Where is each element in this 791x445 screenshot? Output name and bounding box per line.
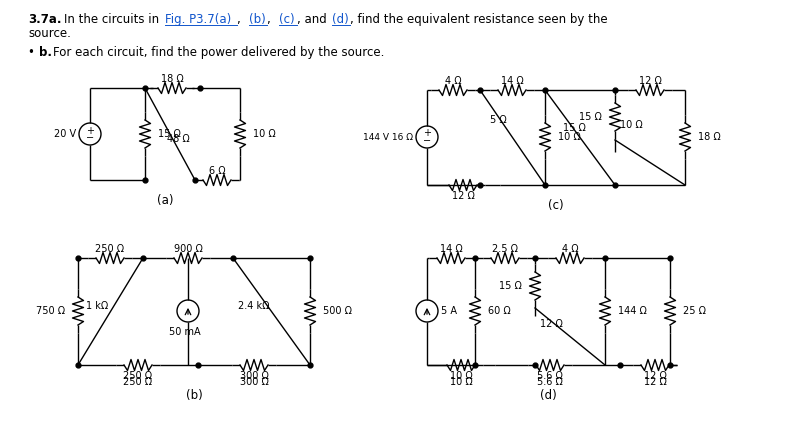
Text: 12 Ω: 12 Ω	[638, 76, 661, 86]
Text: 500 Ω: 500 Ω	[323, 306, 352, 316]
Text: (d): (d)	[539, 389, 556, 402]
Text: 250 Ω: 250 Ω	[123, 377, 153, 387]
Text: 5 A: 5 A	[441, 306, 457, 316]
Text: 15 Ω: 15 Ω	[158, 129, 181, 139]
Text: 5 Ω: 5 Ω	[490, 115, 507, 125]
Text: (a): (a)	[157, 194, 173, 207]
Text: (c): (c)	[279, 13, 294, 26]
Text: , and: , and	[297, 13, 331, 26]
Text: 15 Ω: 15 Ω	[563, 123, 586, 133]
Text: 300 Ω: 300 Ω	[240, 377, 268, 387]
Text: −: −	[86, 133, 94, 143]
Text: 14 Ω: 14 Ω	[440, 244, 463, 254]
Text: −: −	[423, 136, 431, 146]
Text: 15 Ω: 15 Ω	[499, 281, 522, 291]
Text: 144 Ω: 144 Ω	[618, 306, 647, 316]
Text: 12 Ω: 12 Ω	[540, 319, 563, 329]
Text: +: +	[423, 129, 431, 138]
Text: For each circuit, find the power delivered by the source.: For each circuit, find the power deliver…	[53, 46, 384, 59]
Text: 10 Ω: 10 Ω	[558, 132, 581, 142]
Text: 5.6 Ω: 5.6 Ω	[537, 371, 563, 381]
Text: source.: source.	[28, 27, 71, 40]
Text: (d): (d)	[332, 13, 349, 26]
Text: (c): (c)	[548, 199, 564, 212]
Text: •: •	[28, 46, 39, 59]
Text: (b): (b)	[249, 13, 266, 26]
Text: 2.4 kΩ: 2.4 kΩ	[238, 301, 270, 311]
Text: 50 mA: 50 mA	[169, 327, 201, 337]
Text: 5.6 Ω: 5.6 Ω	[537, 377, 563, 387]
Text: ,: ,	[267, 13, 274, 26]
Text: 10 Ω: 10 Ω	[449, 371, 472, 381]
Text: 4 Ω: 4 Ω	[445, 76, 461, 86]
Text: +: +	[86, 125, 94, 135]
Text: 48 Ω: 48 Ω	[167, 134, 190, 144]
Text: 12 Ω: 12 Ω	[644, 377, 667, 387]
Text: 18 Ω: 18 Ω	[698, 132, 721, 142]
Text: 14 Ω: 14 Ω	[501, 76, 524, 86]
Text: 12 Ω: 12 Ω	[452, 191, 475, 201]
Text: 25 Ω: 25 Ω	[683, 306, 706, 316]
Text: 900 Ω: 900 Ω	[173, 244, 202, 254]
Text: , find the equivalent resistance seen by the: , find the equivalent resistance seen by…	[350, 13, 607, 26]
Text: 18 Ω: 18 Ω	[161, 74, 184, 84]
Text: 12 Ω: 12 Ω	[644, 371, 667, 381]
Text: 60 Ω: 60 Ω	[488, 306, 511, 316]
Text: 15 Ω: 15 Ω	[579, 112, 602, 122]
Text: 10 Ω: 10 Ω	[620, 120, 643, 130]
Text: 10 Ω: 10 Ω	[253, 129, 276, 139]
Text: 4 Ω: 4 Ω	[562, 244, 578, 254]
Text: 144 V 16 Ω: 144 V 16 Ω	[363, 133, 413, 142]
Text: 750 Ω: 750 Ω	[36, 306, 65, 316]
Text: b.: b.	[39, 46, 52, 59]
Text: 1 kΩ: 1 kΩ	[86, 301, 108, 311]
Text: Fig. P3.7(a): Fig. P3.7(a)	[165, 13, 231, 26]
Text: 10 Ω: 10 Ω	[449, 377, 472, 387]
Text: 20 V: 20 V	[54, 129, 76, 139]
Text: (b): (b)	[186, 389, 202, 402]
Text: 6 Ω: 6 Ω	[209, 166, 225, 176]
Text: ,: ,	[237, 13, 244, 26]
Text: In the circuits in: In the circuits in	[64, 13, 163, 26]
Text: 3.7a.: 3.7a.	[28, 13, 62, 26]
Text: 300 Ω: 300 Ω	[240, 371, 268, 381]
Text: 250 Ω: 250 Ω	[123, 371, 153, 381]
Text: 2.5 Ω: 2.5 Ω	[492, 244, 518, 254]
Text: 250 Ω: 250 Ω	[96, 244, 124, 254]
